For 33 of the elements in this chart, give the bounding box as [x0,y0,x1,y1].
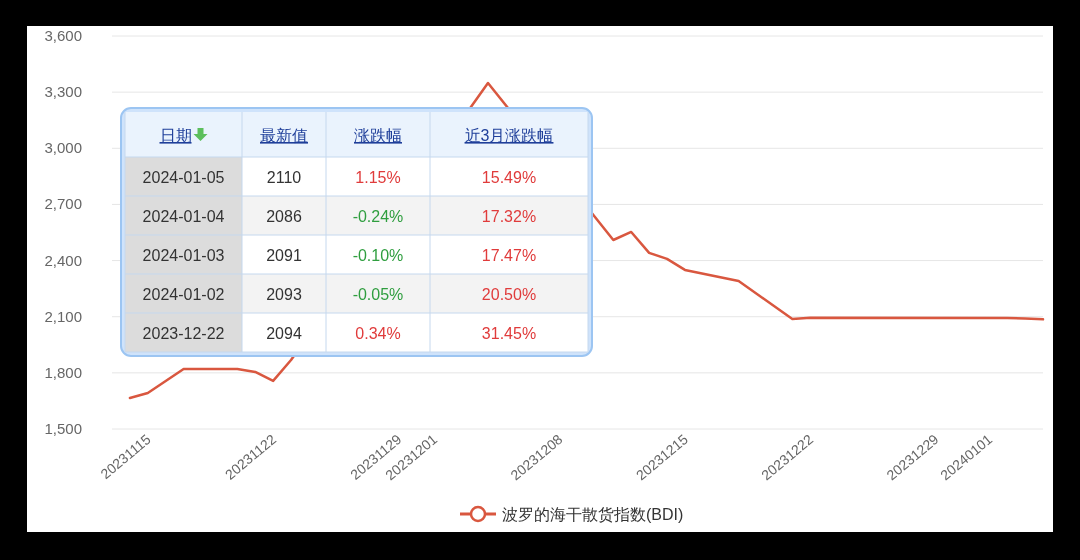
annotation: 2023-12-22 [142,325,225,342]
y-tick-label: 3,000 [44,139,82,157]
annotation: 2094 [266,325,302,342]
annotation: 17.32% [481,208,537,225]
category-label: 日期 [159,127,192,144]
y-tick-label: 2,400 [44,251,82,269]
annotation: -0.10% [352,247,404,264]
annotation: 17.47% [481,247,537,264]
annotation: 2086 [266,208,302,225]
annotation: 2110 [266,169,302,186]
category-label: 近3月涨跌幅 [464,127,554,144]
category-label: 最新值 [260,127,308,144]
annotation: 2093 [266,286,302,303]
annotation: 2024-01-03 [142,247,225,264]
y-tick-label: 2,700 [44,195,82,213]
y-tick-label: 1,500 [44,420,82,437]
annotation: 20.50% [481,286,537,303]
category-label: 涨跌幅 [354,127,402,144]
y-tick-label: 2,100 [44,307,82,325]
y-tick-label: 3,300 [44,83,82,101]
annotation: 15.49% [481,169,537,186]
annotation: 0.34% [355,325,401,342]
y-tick-label: 3,600 [44,27,82,44]
annotation: 1.15% [355,169,401,186]
y-tick-label: 1,800 [44,363,82,381]
annotation: 31.45% [481,325,537,342]
annotation: 2024-01-02 [142,286,225,303]
annotation: -0.05% [352,286,404,303]
legend-label: 波罗的海干散货指数(BDI) [502,506,684,523]
annotation: 2024-01-04 [142,208,225,225]
annotation: -0.24% [352,208,404,225]
annotation: 2091 [266,247,302,264]
annotation: 2024-01-05 [142,169,225,186]
